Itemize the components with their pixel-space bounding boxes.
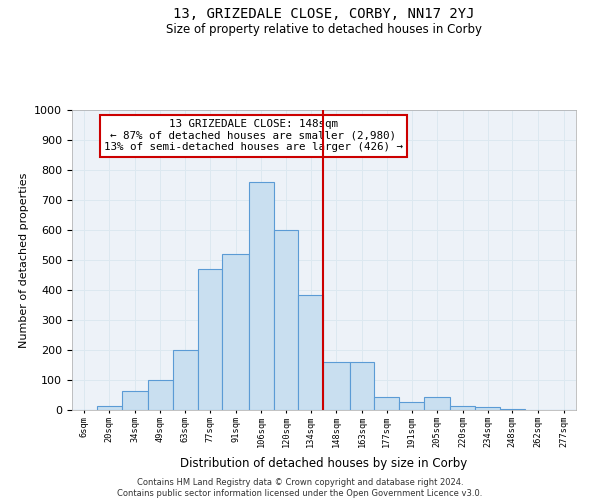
Bar	[197, 269, 223, 410]
Text: 13 GRIZEDALE CLOSE: 148sqm
← 87% of detached houses are smaller (2,980)
13% of s: 13 GRIZEDALE CLOSE: 148sqm ← 87% of deta…	[104, 119, 403, 152]
Bar	[97, 406, 122, 410]
Bar	[298, 294, 323, 410]
Text: Contains HM Land Registry data © Crown copyright and database right 2024.
Contai: Contains HM Land Registry data © Crown c…	[118, 478, 482, 498]
Bar	[374, 398, 399, 410]
Bar	[173, 350, 197, 410]
Bar	[274, 230, 298, 410]
Bar	[323, 362, 350, 410]
Bar	[223, 254, 249, 410]
Bar	[424, 397, 451, 410]
Bar	[122, 392, 148, 410]
Bar	[350, 362, 374, 410]
Bar	[249, 182, 274, 410]
Bar	[500, 408, 525, 410]
Text: Size of property relative to detached houses in Corby: Size of property relative to detached ho…	[166, 22, 482, 36]
Y-axis label: Number of detached properties: Number of detached properties	[19, 172, 29, 348]
Bar	[451, 406, 475, 410]
Text: 13, GRIZEDALE CLOSE, CORBY, NN17 2YJ: 13, GRIZEDALE CLOSE, CORBY, NN17 2YJ	[173, 8, 475, 22]
Bar	[399, 402, 424, 410]
Text: Distribution of detached houses by size in Corby: Distribution of detached houses by size …	[181, 458, 467, 470]
Bar	[475, 407, 500, 410]
Bar	[148, 380, 173, 410]
